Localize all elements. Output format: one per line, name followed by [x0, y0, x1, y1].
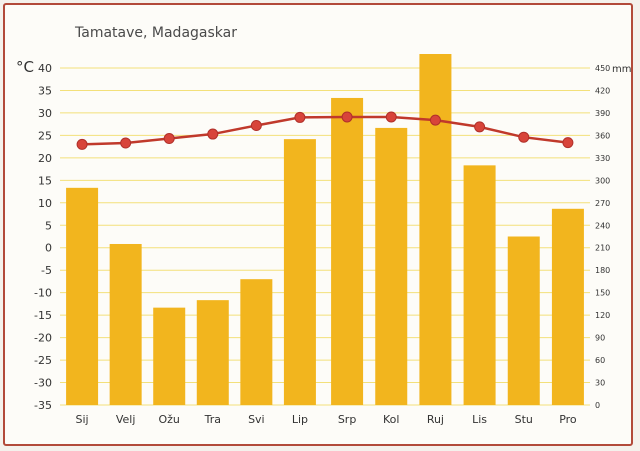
precipitation-bar	[507, 236, 540, 405]
left-tick-label: -20	[34, 332, 52, 345]
precipitation-bar	[331, 97, 364, 405]
precipitation-bar	[109, 243, 142, 405]
right-tick-label: 120	[595, 311, 610, 320]
left-tick-label: 20	[38, 152, 52, 165]
right-tick-label: 360	[595, 131, 610, 140]
right-axis-ticks: 4504203903603303002702402101801501209060…	[595, 64, 610, 410]
gridlines	[60, 67, 590, 406]
right-tick-label: 90	[595, 334, 605, 343]
month-label: Lip	[292, 413, 308, 426]
left-tick-label: 40	[38, 62, 52, 75]
temperature-point	[120, 137, 132, 149]
right-tick-label: 0	[595, 401, 600, 410]
month-label: Sij	[76, 413, 89, 426]
temperature-line	[76, 111, 574, 150]
precipitation-bar	[196, 300, 229, 405]
precipitation-bar	[153, 307, 186, 405]
month-label: Pro	[559, 413, 577, 426]
temperature-point	[341, 111, 353, 123]
right-tick-label: 210	[595, 244, 610, 253]
left-tick-label: -25	[34, 354, 52, 367]
right-tick-label: 150	[595, 289, 610, 298]
left-tick-label: -15	[34, 309, 52, 322]
temperature-point	[562, 137, 574, 149]
left-tick-label: -5	[41, 264, 52, 277]
left-axis-unit: °C	[16, 58, 34, 76]
temperature-point	[163, 133, 175, 145]
temperature-point	[250, 120, 262, 132]
temperature-point	[76, 138, 88, 150]
temperature-point	[207, 128, 219, 140]
right-tick-label: 390	[595, 109, 610, 118]
month-label: Tra	[204, 413, 221, 426]
left-tick-label: 25	[38, 129, 52, 142]
precipitation-bars	[66, 54, 584, 406]
temperature-point	[474, 121, 486, 133]
month-labels: Sij Velj Ožu Tra Svi Lip Srp Kol Ruj Lis Stu Pro	[76, 413, 577, 426]
precipitation-bar	[240, 279, 273, 405]
month-label: Ožu	[159, 413, 180, 426]
precipitation-bar	[419, 54, 452, 405]
right-tick-label: 420	[595, 86, 610, 95]
right-axis-unit: mm	[612, 64, 631, 75]
month-label: Lis	[472, 413, 487, 426]
left-tick-label: 10	[38, 197, 52, 210]
left-tick-label: -35	[34, 399, 52, 412]
right-tick-label: 180	[595, 266, 610, 275]
month-label: Ruj	[427, 413, 444, 426]
precipitation-bar	[283, 139, 316, 405]
left-tick-label: 15	[38, 174, 52, 187]
left-tick-label: 30	[38, 107, 52, 120]
right-tick-label: 30	[595, 379, 605, 388]
chart-title: Tamatave, Madagaskar	[74, 25, 237, 41]
month-label: Stu	[515, 413, 533, 426]
precipitation-bar	[66, 187, 99, 405]
month-label: Svi	[248, 413, 265, 426]
precipitation-bar	[375, 127, 408, 406]
left-axis-ticks: 40 35 30 25 20 15 10 5 0 -5 -10 -15 -20 -25 -30 -35	[34, 62, 52, 412]
temperature-line-path	[82, 115, 569, 146]
left-tick-label: 5	[45, 219, 52, 232]
right-tick-label: 270	[595, 199, 610, 208]
left-tick-label: -10	[34, 287, 52, 300]
right-tick-label: 300	[595, 176, 610, 185]
temperature-point	[518, 131, 530, 143]
right-tick-label: 60	[595, 356, 605, 365]
left-tick-label: 0	[45, 242, 52, 255]
right-tick-label: 450	[595, 64, 610, 73]
left-tick-label: 35	[38, 84, 52, 97]
left-tick-label: -30	[34, 377, 52, 390]
temperature-point	[385, 111, 397, 123]
right-tick-label: 330	[595, 154, 610, 163]
precipitation-bar	[551, 208, 584, 405]
precipitation-bar	[463, 165, 496, 405]
month-label: Velj	[116, 413, 136, 426]
month-label: Srp	[338, 413, 357, 426]
temperature-point	[429, 114, 441, 126]
right-tick-label: 240	[595, 221, 610, 230]
month-label: Kol	[383, 413, 399, 426]
temperature-point	[294, 111, 306, 123]
